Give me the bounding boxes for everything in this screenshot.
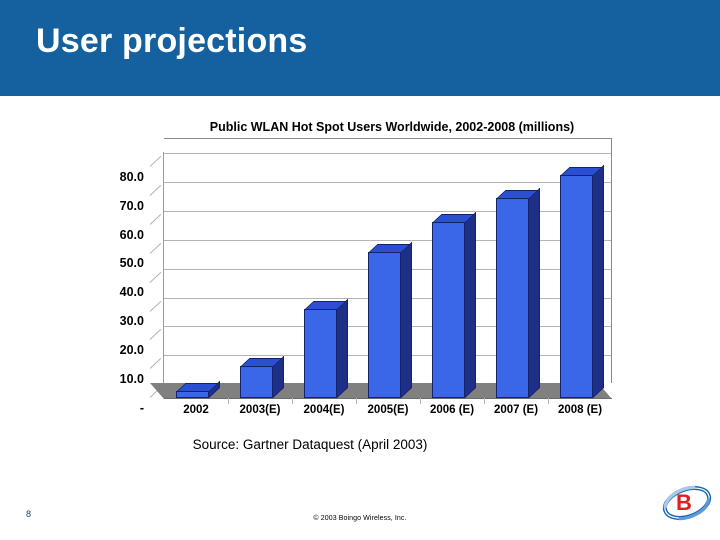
bar (431, 211, 476, 398)
source-caption: Source: Gartner Dataquest (April 2003) (192, 437, 428, 452)
x-axis-separator (292, 398, 293, 404)
bar-side-face (464, 211, 476, 398)
page-number: 8 (26, 509, 32, 519)
bar (303, 298, 348, 398)
gridline (164, 182, 611, 184)
y-axis: - 10.0 20.0 30.0 40.0 50.0 60.0 70.0 80.0 (86, 148, 150, 415)
bar-front-face (175, 390, 209, 398)
y-axis-tick: 70.0 (119, 198, 144, 213)
x-axis-tick: 2002 (183, 404, 209, 416)
bar-front-face (559, 174, 593, 398)
x-axis-tick: 2005(E) (367, 404, 409, 416)
bar-chart: Public WLAN Hot Spot Users Worldwide, 20… (86, 112, 632, 424)
bar (495, 187, 540, 398)
y-axis-tick: - (139, 400, 144, 415)
bar-side-face (528, 187, 540, 398)
y-axis-tick: 80.0 (119, 169, 144, 184)
gridline (164, 239, 611, 241)
bar-front-face (431, 222, 465, 398)
x-axis-tick: 2008 (E) (557, 404, 603, 416)
x-axis-tick: 2006 (E) (429, 404, 475, 416)
copyright-notice: © 2003 Boingo Wireless, Inc. (313, 515, 407, 522)
x-axis-separator (356, 398, 357, 404)
bar-front-face (495, 197, 529, 398)
bars-group (150, 138, 612, 399)
bar-front-face (239, 366, 273, 398)
bar (239, 356, 284, 398)
left-wall (150, 138, 164, 383)
x-axis-tick: 2003(E) (239, 404, 281, 416)
bar (175, 380, 220, 398)
bar-front-face (367, 252, 401, 398)
chart-title: Public WLAN Hot Spot Users Worldwide, 20… (209, 120, 575, 134)
y-axis-tick: 30.0 (119, 314, 144, 329)
y-axis-tick: 50.0 (119, 256, 144, 271)
plot-area (149, 138, 612, 403)
x-axis-separator (548, 398, 549, 404)
y-axis-tick: 10.0 (119, 371, 144, 386)
gridline (164, 153, 611, 155)
x-axis-separator (228, 398, 229, 404)
left-wall-top (150, 138, 165, 152)
x-axis-separator (420, 398, 421, 404)
logo-letter: B (676, 490, 692, 515)
boingo-logo: B (662, 476, 712, 530)
bar (559, 164, 604, 398)
title-banner: User projections (0, 0, 720, 96)
x-axis-tick: 2004(E) (303, 404, 345, 416)
bar-side-face (400, 242, 412, 398)
page-title: User projections (36, 22, 308, 60)
bar-front-face (303, 308, 337, 398)
y-axis-tick: 60.0 (119, 227, 144, 242)
y-axis-tick: 20.0 (119, 342, 144, 357)
x-axis-separator (484, 398, 485, 404)
bar (367, 242, 412, 398)
bar-side-face (336, 298, 348, 398)
floor-front-edge (164, 398, 612, 399)
bar-side-face (592, 164, 604, 398)
gridline (164, 211, 611, 213)
x-axis-tick: 2007 (E) (493, 404, 539, 416)
y-axis-tick: 40.0 (119, 285, 144, 300)
x-axis: 2002 2003(E) 2004(E) 2005(E) 2006 (E) 2007 (E… (150, 398, 612, 424)
